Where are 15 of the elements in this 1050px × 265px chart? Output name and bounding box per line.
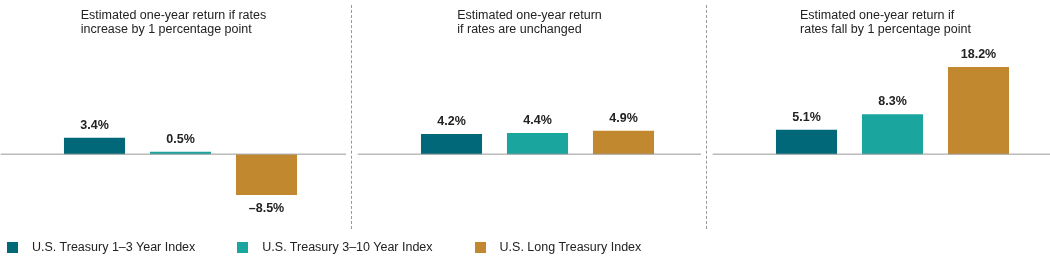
- data-label: 18.2%: [960, 46, 997, 61]
- chart-title: Estimated one-year return if rates fall by 1 percentage point: [800, 7, 972, 36]
- legend-label: U.S. Treasury 3–10 Year Index: [261, 239, 433, 256]
- data-label: 3.4%: [80, 117, 109, 132]
- data-label: 0.5%: [166, 131, 195, 146]
- data-label: 4.9%: [609, 110, 638, 125]
- data-label: 8.3%: [878, 94, 907, 109]
- data-label: 5.1%: [792, 109, 821, 124]
- chart-title: Estimated one-year return if rates are unchanged: [457, 7, 602, 36]
- chart-title: Estimated one-year return if rates increase by 1 percentage point: [80, 7, 267, 36]
- legend-label: U.S. Long Treasury Index: [498, 239, 642, 256]
- data-label: –8.5%: [248, 200, 285, 215]
- data-label: 4.2%: [437, 114, 466, 129]
- data-label: 4.4%: [523, 113, 552, 128]
- legend-label: U.S. Treasury 1–3 Year Index: [31, 239, 196, 256]
